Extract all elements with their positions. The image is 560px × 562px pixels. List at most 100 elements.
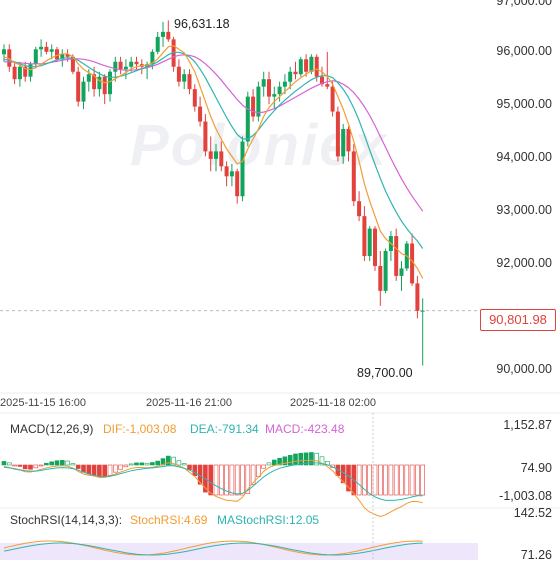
candle-body [81, 81, 86, 102]
macd-bar [28, 464, 33, 470]
dea-line [3, 462, 423, 501]
macd-bar [139, 462, 145, 466]
macd-bar [208, 464, 213, 496]
macd-bar [393, 464, 399, 496]
candle-body [415, 283, 420, 311]
candle-body [60, 54, 65, 60]
macd-bar [266, 462, 272, 466]
macd-bar [250, 464, 256, 485]
macd-bar [282, 456, 288, 466]
price-tick-95000: 95,000.00 [496, 97, 552, 111]
macd-bar [107, 464, 113, 476]
price-tick-90000: 90,000.00 [496, 362, 552, 376]
candle-body [129, 61, 134, 67]
candle-body [55, 49, 59, 60]
candle-body [235, 171, 240, 197]
macd-bar [420, 464, 426, 496]
macd-axis-mid: 74.90 [520, 461, 552, 475]
macd-bar [12, 464, 17, 467]
candle-body [373, 228, 377, 266]
candle-body [362, 216, 367, 256]
macd-bar [224, 464, 229, 496]
macd-dif: DIF:-1,003.08 [103, 422, 177, 436]
price-tick-93000: 93,000.00 [496, 203, 552, 217]
candle-body [182, 74, 187, 82]
macd-bar [213, 464, 219, 496]
candle-body [49, 49, 54, 52]
candle-body [134, 61, 139, 65]
candle-body [309, 56, 314, 72]
macd-bar [118, 464, 123, 470]
macd-bar [91, 464, 97, 476]
macd-bar [409, 464, 415, 496]
candle-body [108, 71, 112, 95]
candle-body [123, 66, 128, 70]
macd-bar [44, 462, 49, 466]
stochrsi-axis-top: 142.52 [513, 506, 552, 520]
candle-body [267, 79, 271, 97]
candle-body [357, 201, 362, 217]
macd-bar [298, 452, 304, 466]
macd-bar [166, 455, 171, 466]
time-tick-3: 2025-11-18 02:00 [290, 397, 377, 409]
macd-bar [65, 460, 70, 466]
candle-body [304, 59, 309, 72]
candle-body [420, 310, 425, 312]
candle-body [166, 31, 171, 40]
macd-bar [388, 464, 394, 496]
stochrsi-ma: MAStochRSI:12.05 [217, 513, 320, 527]
candle-body [192, 89, 197, 107]
candle-body [394, 236, 399, 276]
candle-body [261, 79, 266, 87]
macd-bar [245, 464, 251, 494]
macd-bar [240, 464, 245, 496]
candle-body [17, 66, 22, 80]
candle-body [161, 31, 165, 37]
candle-body [314, 56, 319, 77]
candle-body [76, 71, 81, 102]
macd-bar [303, 452, 309, 466]
candle-body [399, 268, 404, 276]
ma-mid-line [3, 51, 424, 249]
macd-bar [171, 456, 176, 466]
macd-bar [293, 453, 298, 466]
stochrsi-title[interactable]: StochRSI(14,14,3,3): [10, 513, 123, 527]
candle-body [7, 49, 12, 67]
candle-body [214, 151, 218, 159]
macd-bar [377, 464, 383, 496]
macd-bar [144, 462, 150, 466]
mastochrsi-line [3, 542, 423, 556]
stochrsi-axis-bottom: 71.26 [520, 548, 552, 562]
macd-bar [38, 464, 44, 467]
candle-body [335, 111, 340, 157]
macd-bar [219, 464, 224, 496]
candle-body [113, 61, 118, 72]
price-tick-97000: 97,000.00 [496, 0, 552, 8]
price-tick-94000: 94,000.00 [496, 150, 552, 164]
candle-body [367, 228, 372, 256]
macd-bar [372, 464, 378, 496]
candle-body [282, 81, 287, 87]
candle-body [102, 76, 107, 95]
candle-body [219, 151, 224, 167]
macd-bar [229, 464, 235, 496]
candle-body [44, 46, 49, 52]
candle-body [224, 166, 229, 177]
macd-bar [155, 460, 160, 466]
macd-value: MACD:-423.48 [265, 422, 345, 436]
last-price-tag[interactable]: 90,801.98 [480, 309, 556, 331]
macd-bar [277, 457, 282, 466]
candle-body [229, 171, 234, 177]
macd-bar [70, 463, 76, 466]
candle-body [378, 265, 383, 291]
candle-body [325, 84, 330, 87]
candle-body [383, 251, 388, 291]
macd-bar [287, 455, 293, 466]
macd-axis-bottom: -1,003.08 [499, 489, 552, 503]
macd-bar [128, 463, 134, 466]
macd-bar [404, 464, 410, 496]
macd-bar [81, 464, 86, 473]
macd-title[interactable]: MACD(12,26,9) [10, 422, 94, 436]
